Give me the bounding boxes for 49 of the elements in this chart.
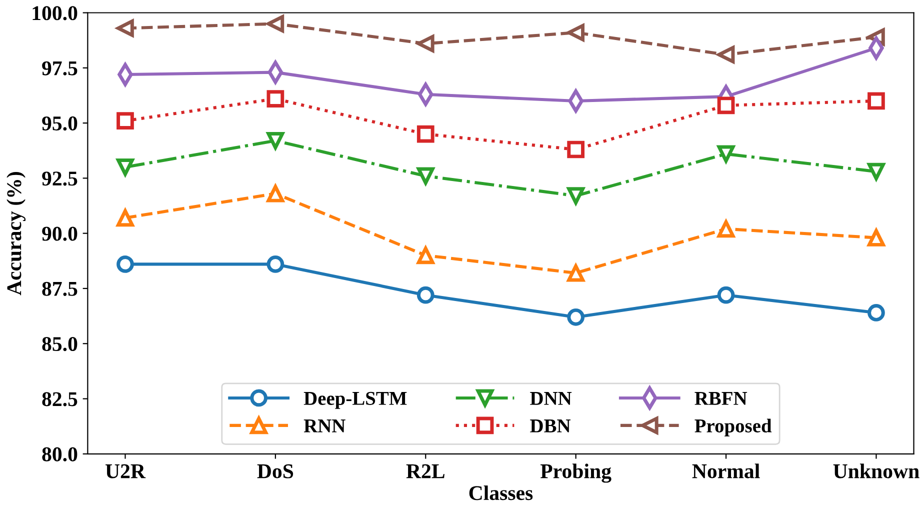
point: [266, 184, 284, 202]
x-tick-label: Normal: [692, 464, 760, 478]
point: [717, 286, 735, 304]
legend-label: RNN: [304, 420, 346, 432]
legend-label: DNN: [530, 392, 572, 405]
y-tick-label: 82.5: [42, 392, 78, 406]
y-tick-label: 85.0: [42, 336, 78, 352]
point: [868, 92, 885, 110]
point: [567, 187, 585, 205]
y-tick-label: 97.5: [42, 61, 78, 76]
point: [416, 167, 434, 185]
legend-label: Deep-LSTM: [304, 392, 407, 409]
y-tick-label: 100.0: [32, 6, 78, 20]
point: [567, 264, 585, 282]
point: [717, 46, 735, 64]
point: [116, 158, 134, 176]
point: [116, 112, 134, 130]
point: [717, 96, 735, 114]
legend-label: DBN: [530, 420, 571, 432]
point: [717, 145, 735, 163]
point: [868, 304, 885, 322]
point: [567, 24, 585, 42]
y-tick-label: 80.0: [42, 447, 78, 462]
y-tick-label: 95.0: [42, 116, 78, 131]
point: [416, 286, 434, 304]
point: [717, 220, 735, 238]
x-tick-label: U2R: [106, 464, 146, 478]
x-tick-label: Probing: [540, 464, 612, 483]
point: [266, 256, 284, 273]
point: [416, 125, 434, 143]
point: [266, 90, 284, 108]
point: [416, 246, 434, 264]
x-tick-label: R2L: [406, 464, 444, 478]
point: [116, 256, 134, 273]
point: [567, 140, 585, 158]
x-tick-label: Unknown: [833, 464, 920, 478]
point: [266, 15, 284, 32]
point: [416, 34, 434, 52]
point: [567, 308, 585, 326]
point: [116, 209, 134, 227]
y-axis-title: Accuracy (%): [6, 172, 26, 296]
x-axis-title: Classes: [469, 485, 533, 500]
point: [868, 162, 885, 180]
y-tick-label: 87.5: [42, 282, 78, 296]
y-tick-label: 92.5: [42, 172, 78, 186]
legend-label: RBFN: [694, 392, 748, 405]
y-tick-label: 90.0: [42, 226, 78, 241]
x-tick-label: DoS: [257, 464, 294, 478]
legend-label: Proposed: [694, 418, 772, 436]
